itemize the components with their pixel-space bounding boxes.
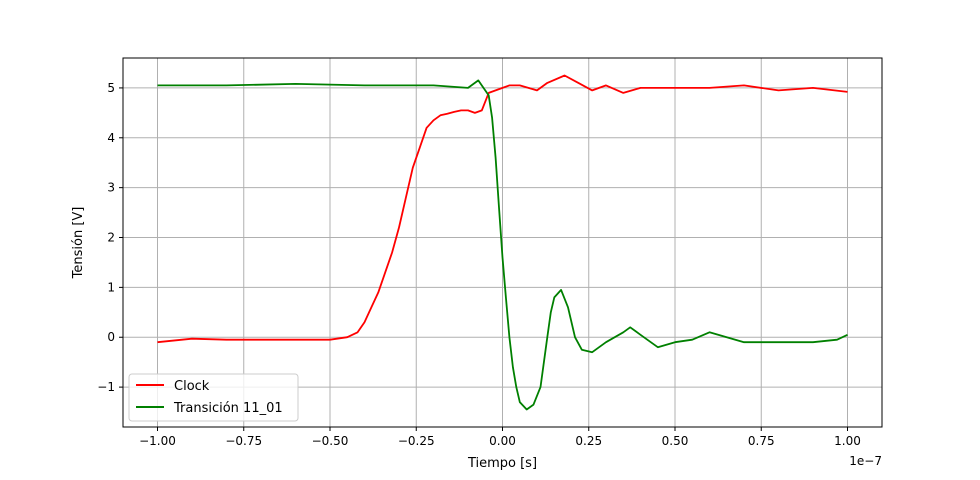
legend-box bbox=[128, 373, 299, 422]
x-tick-label: 0.00 bbox=[489, 434, 516, 448]
x-tick-label: 0.50 bbox=[662, 434, 689, 448]
y-tick-label: 0 bbox=[107, 330, 115, 344]
x-tick-label: −0.75 bbox=[225, 434, 262, 448]
y-tick-label: −1 bbox=[97, 380, 115, 394]
x-axis-ticks: −1.00 −0.75 −0.50 −0.25 0.00 0.25 0.50 0.75 1.00 bbox=[139, 427, 861, 448]
x-tick-label: 1.00 bbox=[834, 434, 861, 448]
y-tick-label: 5 bbox=[107, 81, 115, 95]
y-axis-label: Tensión [V] bbox=[71, 207, 86, 280]
legend-label-transicion: Transición 11_01 bbox=[173, 401, 283, 416]
x-tick-label: 0.25 bbox=[575, 434, 602, 448]
x-tick-label: 0.75 bbox=[748, 434, 775, 448]
y-tick-label: 4 bbox=[107, 131, 115, 145]
series-line-0 bbox=[157, 74, 848, 344]
x-axis-label: Tiempo [s] bbox=[467, 456, 537, 471]
y-axis-ticks: −1 0 1 2 3 4 5 bbox=[97, 81, 123, 394]
legend-label-clock: Clock bbox=[174, 379, 210, 394]
grid bbox=[123, 58, 882, 427]
legend: Clock Transición 11_01 bbox=[128, 373, 299, 422]
series-line-1 bbox=[157, 79, 848, 411]
x-tick-label: −1.00 bbox=[139, 434, 176, 448]
plot-lines bbox=[157, 74, 848, 411]
y-tick-label: 1 bbox=[107, 280, 115, 294]
y-tick-label: 2 bbox=[107, 231, 115, 245]
x-axis-offset-label: 1e−7 bbox=[849, 454, 882, 468]
x-tick-label: −0.25 bbox=[398, 434, 435, 448]
x-tick-label: −0.50 bbox=[312, 434, 349, 448]
y-tick-label: 3 bbox=[107, 181, 115, 195]
